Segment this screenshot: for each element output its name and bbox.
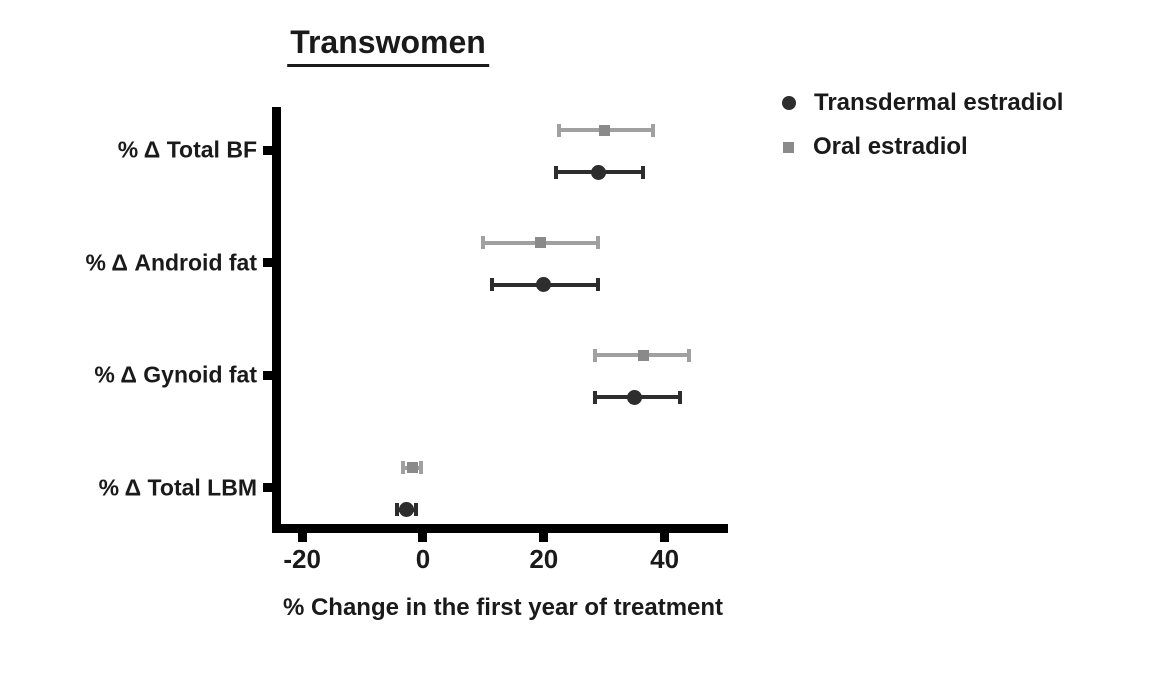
error-bar-left-cap: [490, 278, 495, 291]
error-bar-right-cap: [596, 236, 601, 249]
error-bar-right-cap: [413, 503, 418, 516]
x-tick-label: 0: [415, 544, 431, 574]
x-axis-title: % Change in the first year of treatment: [282, 594, 724, 621]
category-label: % Δ Total LBM: [98, 474, 257, 500]
category-label: % Δ Gynoid fat: [94, 361, 257, 388]
error-bar-left-cap: [401, 461, 406, 474]
x-axis-tick: [418, 531, 428, 542]
x-axis-tick: [539, 531, 549, 542]
category-label: % Δ Android fat: [85, 249, 257, 275]
data-point-circle: [626, 389, 642, 405]
x-axis-tick: [297, 531, 307, 542]
legend-item-transdermal-estradiol: Transdermal estradiol: [782, 88, 1063, 118]
chart-title: Transwomen: [287, 24, 489, 67]
error-bar-left-cap: [593, 390, 598, 404]
data-point-square: [406, 462, 418, 473]
error-bar-right-cap: [686, 348, 691, 362]
y-axis-tick: [263, 370, 273, 380]
data-point-circle: [590, 164, 606, 180]
x-tick-label: 40: [650, 544, 680, 574]
error-bar-left-cap: [593, 348, 598, 362]
error-bar-right-cap: [650, 123, 655, 137]
y-axis-tick: [263, 483, 273, 492]
data-point-square: [598, 124, 610, 136]
data-point-circle: [398, 502, 414, 517]
error-bar-right-cap: [596, 278, 601, 291]
y-axis-line: [272, 107, 281, 533]
category-label: % Δ Total BF: [117, 136, 257, 163]
y-axis-tick: [263, 258, 273, 267]
error-bar-right-cap: [677, 390, 682, 404]
circle-marker-icon: [782, 96, 796, 110]
square-marker-icon: [783, 141, 794, 153]
error-bar-left-cap: [556, 123, 561, 137]
error-bar-left-cap: [395, 503, 400, 516]
error-bar-left-cap: [481, 236, 486, 249]
x-axis-tick: [660, 531, 670, 542]
data-point-square: [535, 237, 547, 248]
x-tick-label: 20: [529, 544, 559, 574]
error-bar-left-cap: [553, 165, 558, 179]
data-point-circle: [536, 277, 552, 292]
legend-item-oral-estradiol: Oral estradiol: [782, 132, 1063, 162]
legend-label-oral-estradiol: Oral estradiol: [813, 133, 968, 160]
legend-label-transdermal-estradiol: Transdermal estradiol: [814, 89, 1064, 116]
legend: Transdermal estradiol Oral estradiol: [782, 88, 1063, 176]
error-bar-right-cap: [419, 461, 424, 474]
x-tick-label: -20: [283, 544, 321, 574]
y-axis-tick: [263, 145, 273, 155]
error-bar-right-cap: [641, 165, 646, 179]
x-axis-line: [272, 523, 728, 533]
data-point-square: [637, 349, 649, 361]
